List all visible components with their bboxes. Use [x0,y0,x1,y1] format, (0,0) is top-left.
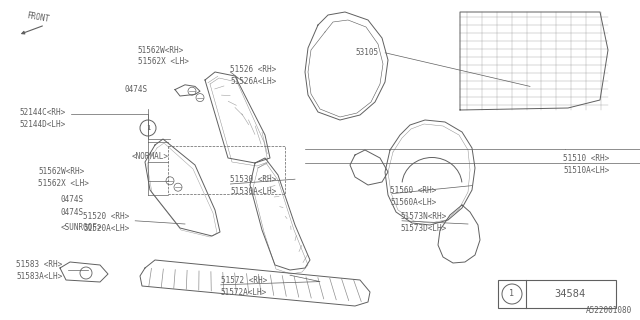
Text: 34584: 34584 [554,289,586,299]
Text: 51526 <RH>
51526A<LH>: 51526 <RH> 51526A<LH> [230,65,276,86]
Text: 51573N<RH>
51573D<LH>: 51573N<RH> 51573D<LH> [400,212,446,233]
Text: FRONT: FRONT [26,12,50,24]
Text: 1: 1 [509,290,515,299]
Text: 51510 <RH>
51510A<LH>: 51510 <RH> 51510A<LH> [563,155,609,175]
Text: <SUNROOF>: <SUNROOF> [61,223,102,232]
Text: 51583 <RH>
51583A<LH>: 51583 <RH> 51583A<LH> [16,260,62,281]
Text: A522001080: A522001080 [586,306,632,315]
Text: <NORMAL>: <NORMAL> [131,152,168,161]
Text: 0474S: 0474S [61,196,84,204]
Text: 51562W<RH>
51562X <LH>: 51562W<RH> 51562X <LH> [138,46,188,67]
Text: 53105: 53105 [355,48,378,57]
Text: 52144C<RH>
52144D<LH>: 52144C<RH> 52144D<LH> [19,108,65,129]
Text: 51562W<RH>
51562X <LH>: 51562W<RH> 51562X <LH> [38,167,89,188]
Text: 51572 <RH>
51572A<LH>: 51572 <RH> 51572A<LH> [221,276,267,297]
Text: 0474S: 0474S [125,85,148,94]
Text: 1: 1 [146,125,150,131]
Text: 0474S: 0474S [61,208,84,217]
Bar [498,280,616,308]
Text: 51530 <RH>
51530A<LH>: 51530 <RH> 51530A<LH> [230,175,276,196]
Text: 51520 <RH>
51520A<LH>: 51520 <RH> 51520A<LH> [83,212,129,233]
Text: 51560 <RH>
51560A<LH>: 51560 <RH> 51560A<LH> [390,186,436,207]
